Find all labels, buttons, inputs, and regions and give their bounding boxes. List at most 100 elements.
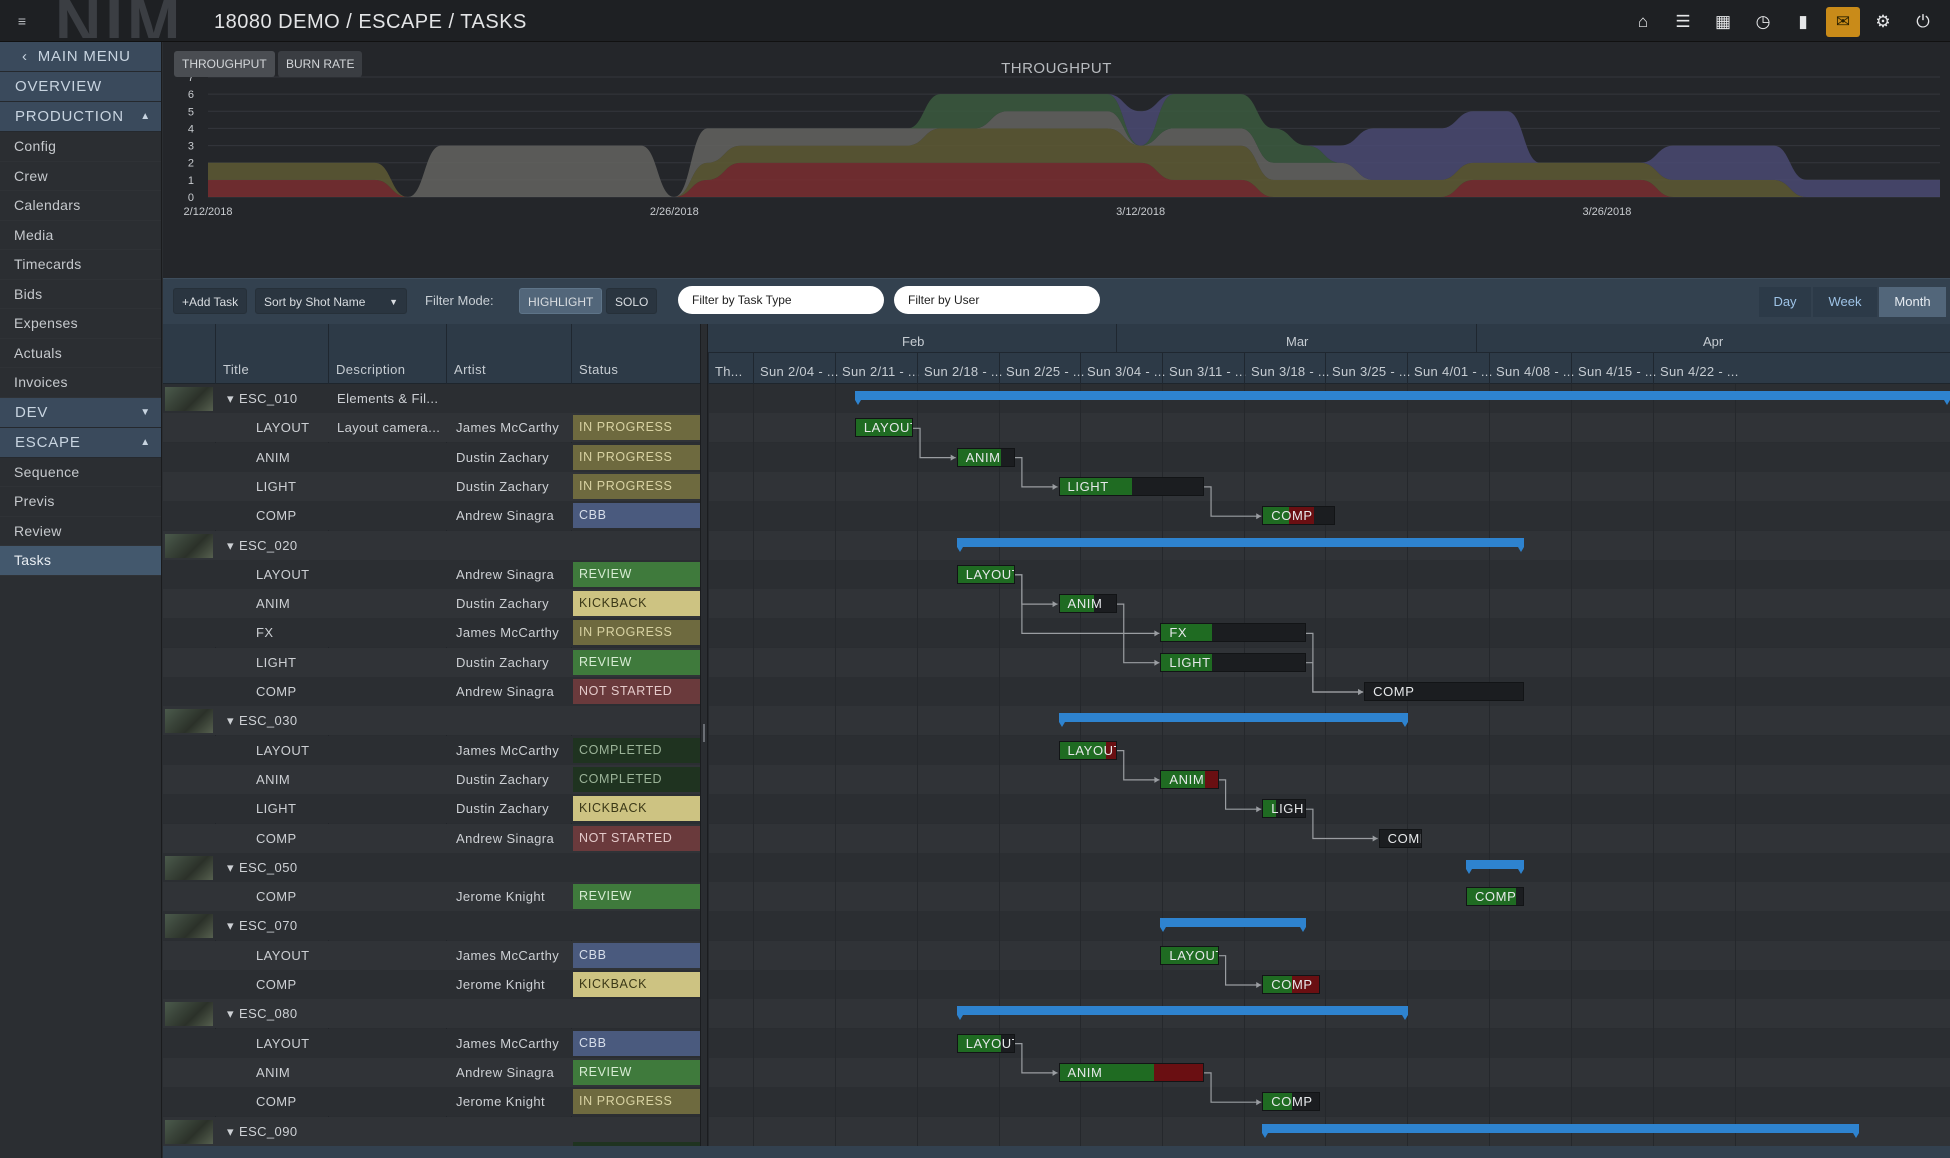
sidebar-item-invoices[interactable]: Invoices bbox=[0, 368, 161, 398]
status-badge[interactable]: KICKBACK bbox=[573, 796, 700, 822]
filter-task-type-input[interactable]: Filter by Task Type bbox=[678, 286, 884, 314]
status-badge[interactable]: CBB bbox=[573, 503, 700, 529]
status-badge[interactable]: KICKBACK bbox=[573, 972, 700, 997]
horizontal-scrollbar[interactable] bbox=[163, 1146, 1950, 1158]
status-badge[interactable]: NOT STARTED bbox=[573, 825, 700, 851]
solo-button[interactable]: SOLO bbox=[606, 288, 658, 314]
task-row[interactable]: COMP Andrew Sinagra NOT STARTED bbox=[163, 677, 700, 706]
shot-row[interactable]: ▾ ESC_090 bbox=[163, 1116, 700, 1146]
task-row[interactable]: COMP Jerome Knight KICKBACK bbox=[163, 970, 700, 999]
gantt-task-bar[interactable]: LIGHT bbox=[1058, 476, 1205, 496]
sidebar-item-review[interactable]: Review bbox=[0, 517, 161, 546]
task-row[interactable]: LAYOUT James McCarthy COMPLETED bbox=[163, 735, 700, 765]
gantt-task-bar[interactable]: LAYOUT bbox=[956, 1033, 1015, 1053]
sidebar-overview[interactable]: OVERVIEW bbox=[0, 72, 161, 102]
clock-icon[interactable]: ◷ bbox=[1755, 12, 1771, 31]
gantt-task-bar[interactable]: LIGHT bbox=[1160, 652, 1306, 672]
task-row[interactable]: COMP Jerome Knight IN PROGRESS bbox=[163, 1087, 700, 1117]
mail-icon[interactable]: ✉ bbox=[1826, 7, 1860, 37]
gantt-task-bar[interactable]: ANIM bbox=[1160, 769, 1219, 789]
shot-summary-bar[interactable] bbox=[956, 537, 1525, 552]
status-badge[interactable] bbox=[573, 1141, 700, 1146]
gantt-task-bar[interactable]: LAYOUT bbox=[854, 418, 914, 438]
gantt-task-bar[interactable]: LAYOUT bbox=[1160, 945, 1219, 965]
gantt-task-bar[interactable]: COMP bbox=[1262, 975, 1321, 994]
column-status[interactable]: Status bbox=[579, 362, 619, 377]
task-row[interactable]: ANIM Andrew Sinagra REVIEW bbox=[163, 1057, 700, 1087]
power-icon[interactable]: ⏻ bbox=[1916, 12, 1930, 31]
sidebar-production-header[interactable]: PRODUCTION ▲ bbox=[0, 102, 161, 132]
filter-user-input[interactable]: Filter by User bbox=[894, 286, 1100, 314]
status-badge[interactable]: IN PROGRESS bbox=[573, 444, 700, 470]
sidebar-escape-header[interactable]: ESCAPE ▲ bbox=[0, 427, 161, 458]
sidebar-item-media[interactable]: Media bbox=[0, 221, 161, 250]
task-row[interactable]: FX James McCarthy IN PROGRESS bbox=[163, 618, 700, 648]
home-icon[interactable]: ⌂ bbox=[1637, 12, 1649, 31]
column-title[interactable]: Title bbox=[223, 362, 250, 377]
status-badge[interactable]: KICKBACK bbox=[573, 591, 700, 617]
gantt-task-bar[interactable]: COMP bbox=[1262, 506, 1335, 526]
column-artist[interactable]: Artist bbox=[454, 362, 487, 377]
splitter-grip[interactable] bbox=[703, 724, 705, 742]
shot-summary-bar[interactable] bbox=[1262, 1123, 1859, 1138]
gantt-task-bar[interactable]: FX bbox=[1160, 623, 1306, 643]
status-badge[interactable]: IN PROGRESS bbox=[573, 620, 700, 646]
view-week-button[interactable]: Week bbox=[1813, 287, 1877, 317]
sidebar-item-timecards[interactable]: Timecards bbox=[0, 250, 161, 280]
expand-triangle-icon[interactable]: ▾ bbox=[227, 1006, 234, 1022]
task-row[interactable]: LIGHT Dustin Zachary IN PROGRESS bbox=[163, 471, 700, 501]
sidebar-item-tasks[interactable]: Tasks bbox=[0, 546, 161, 576]
pane-splitter[interactable] bbox=[700, 324, 708, 1146]
main-menu-link[interactable]: ‹ MAIN MENU bbox=[0, 42, 161, 72]
expand-triangle-icon[interactable]: ▾ bbox=[227, 391, 234, 406]
shot-row[interactable]: ▾ ESC_070 bbox=[163, 911, 700, 941]
task-row[interactable]: ANIM Dustin Zachary COMPLETED bbox=[163, 764, 700, 794]
sidebar-item-config[interactable]: Config bbox=[0, 132, 161, 162]
gantt-task-bar[interactable]: LIGH bbox=[1262, 799, 1306, 819]
view-day-button[interactable]: Day bbox=[1759, 287, 1811, 317]
add-task-button[interactable]: +Add Task bbox=[173, 288, 248, 314]
shot-row[interactable]: ▾ ESC_050 bbox=[163, 852, 700, 882]
task-row[interactable]: LAYOUT James McCarthy CBB bbox=[163, 940, 700, 970]
status-badge[interactable]: IN PROGRESS bbox=[573, 415, 700, 441]
shot-row[interactable]: ▾ ESC_080 bbox=[163, 999, 700, 1029]
task-row[interactable]: COMP Andrew Sinagra NOT STARTED bbox=[163, 823, 700, 853]
menu-toggle-icon[interactable]: ≡ bbox=[17, 13, 27, 29]
status-badge[interactable]: REVIEW bbox=[573, 649, 700, 675]
gantt-task-bar[interactable]: COMP bbox=[1262, 1092, 1321, 1112]
task-row[interactable]: LIGHT Dustin Zachary KICKBACK bbox=[163, 794, 700, 824]
shot-summary-bar[interactable] bbox=[1058, 713, 1408, 728]
status-badge[interactable]: REVIEW bbox=[573, 1059, 700, 1085]
status-badge[interactable]: REVIEW bbox=[573, 561, 700, 587]
shot-row[interactable]: ▾ ESC_010 Elements & Fil... bbox=[163, 384, 700, 413]
status-badge[interactable]: IN PROGRESS bbox=[573, 473, 700, 499]
task-row[interactable]: COMP Andrew Sinagra CBB bbox=[163, 501, 700, 531]
task-row[interactable]: LAYOUT Layout camera... James McCarthy IN P… bbox=[163, 413, 700, 443]
sidebar-item-bids[interactable]: Bids bbox=[0, 280, 161, 309]
shot-row[interactable]: ▾ ESC_020 bbox=[163, 530, 700, 560]
task-row[interactable]: ANIM Dustin Zachary KICKBACK bbox=[163, 589, 700, 619]
list-icon[interactable]: ☰ bbox=[1675, 12, 1691, 31]
tab-throughput[interactable]: THROUGHPUT bbox=[174, 51, 275, 77]
view-month-button[interactable]: Month bbox=[1879, 287, 1946, 317]
sidebar-dev-header[interactable]: DEV ▼ bbox=[0, 397, 161, 428]
status-badge[interactable]: IN PROGRESS bbox=[573, 1089, 700, 1115]
tab-burn-rate[interactable]: BURN RATE bbox=[278, 51, 363, 77]
gantt-task-bar[interactable]: ANIM bbox=[956, 447, 1015, 467]
status-badge[interactable]: REVIEW bbox=[573, 884, 700, 910]
sidebar-item-previs[interactable]: Previs bbox=[0, 487, 161, 517]
gantt-task-bar[interactable]: COMP bbox=[1465, 887, 1525, 907]
sidebar-item-crew[interactable]: Crew bbox=[0, 162, 161, 191]
task-row[interactable]: LIGHT Dustin Zachary REVIEW bbox=[163, 647, 700, 677]
task-row[interactable]: LAYOUT James McCarthy CBB bbox=[163, 1028, 700, 1058]
sidebar-item-sequence[interactable]: Sequence bbox=[0, 458, 161, 487]
shot-summary-bar[interactable] bbox=[854, 391, 1950, 405]
status-badge[interactable]: COMPLETED bbox=[573, 737, 700, 763]
calendar-icon[interactable]: ▦ bbox=[1714, 12, 1732, 31]
sort-dropdown[interactable]: Sort by Shot Name ▼ bbox=[255, 288, 407, 314]
expand-triangle-icon[interactable]: ▾ bbox=[227, 713, 234, 729]
gantt-task-bar[interactable]: ANIM bbox=[1058, 594, 1117, 614]
gantt-task-bar[interactable]: COMP bbox=[1364, 682, 1525, 701]
bookmark-icon[interactable]: ▮ bbox=[1798, 12, 1808, 31]
task-row[interactable]: COMP Jerome Knight REVIEW bbox=[163, 882, 700, 912]
